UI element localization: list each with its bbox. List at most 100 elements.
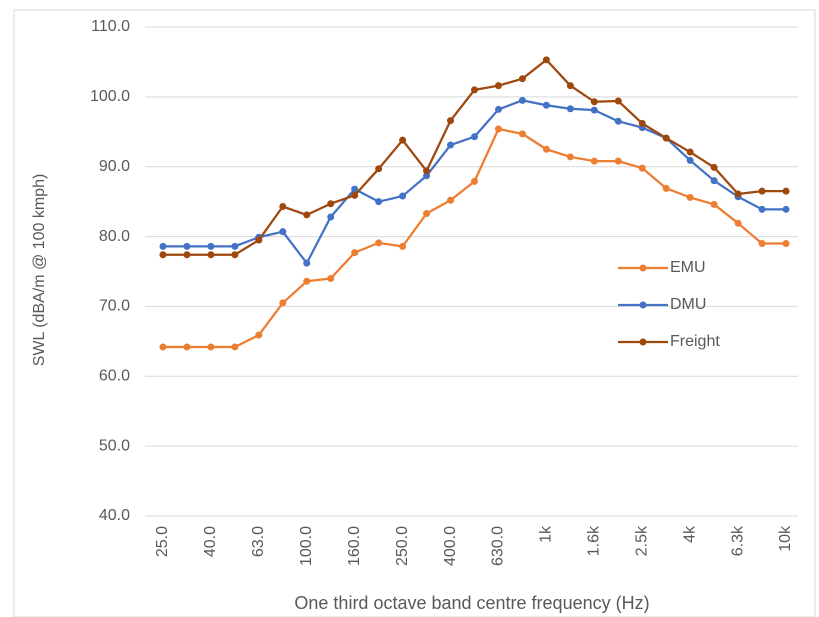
data-point — [447, 196, 455, 204]
data-point — [303, 211, 311, 219]
x-tick-label: 1k — [538, 525, 555, 543]
data-point — [542, 101, 550, 109]
data-point — [183, 343, 191, 351]
x-tick-label: 10k — [777, 525, 794, 552]
data-point — [255, 236, 263, 244]
x-tick-label: 40.0 — [202, 526, 219, 557]
data-point — [614, 157, 622, 165]
data-point — [494, 125, 502, 133]
data-point — [518, 75, 526, 83]
x-tick-label: 25.0 — [154, 526, 171, 557]
data-point — [566, 82, 574, 90]
data-point — [279, 203, 287, 211]
data-point — [231, 343, 239, 351]
y-tick-label: 100.0 — [90, 88, 130, 105]
data-point — [327, 200, 335, 208]
data-point — [159, 251, 167, 259]
data-point — [375, 165, 383, 173]
legend-label: EMU — [670, 259, 706, 276]
data-point — [279, 228, 287, 236]
y-tick-label: 110.0 — [91, 18, 130, 35]
data-point — [447, 141, 455, 149]
data-point — [159, 343, 167, 351]
data-point — [207, 251, 215, 259]
data-point — [231, 251, 239, 259]
data-point — [662, 134, 670, 142]
data-point — [518, 96, 526, 104]
y-tick-label: 70.0 — [99, 298, 130, 315]
data-point — [638, 164, 646, 172]
x-tick-label: 400.0 — [442, 526, 459, 566]
data-point — [207, 343, 215, 351]
data-point — [590, 106, 598, 114]
data-point — [686, 156, 694, 164]
data-point — [494, 105, 502, 113]
data-point — [590, 157, 598, 165]
data-point — [566, 105, 574, 113]
data-point — [423, 210, 431, 218]
x-tick-label: 160.0 — [346, 526, 363, 566]
data-point — [351, 185, 359, 193]
data-point — [183, 242, 191, 250]
data-point — [518, 130, 526, 138]
data-point — [710, 163, 718, 171]
x-tick-label: 100.0 — [298, 526, 315, 566]
x-tick-label: 2.5k — [633, 525, 650, 556]
data-point — [782, 240, 790, 248]
data-point — [758, 187, 766, 195]
chart-frame — [13, 9, 816, 617]
data-point — [471, 133, 478, 141]
data-point — [375, 239, 383, 247]
data-point — [542, 145, 550, 153]
data-point — [542, 56, 550, 64]
y-axis-title: SWL (dBA/m @ 100 kmph) — [31, 174, 48, 367]
data-point — [758, 205, 766, 213]
y-tick-label: 90.0 — [99, 158, 130, 175]
x-tick-label: 630.0 — [490, 526, 507, 566]
x-tick-label: 63.0 — [250, 526, 267, 557]
data-point — [686, 148, 694, 156]
data-point — [614, 97, 622, 105]
data-point — [494, 82, 502, 90]
data-point — [303, 259, 311, 267]
legend-label: Freight — [670, 333, 720, 350]
data-point — [782, 187, 790, 195]
data-point — [351, 249, 359, 257]
data-point — [159, 242, 167, 250]
legend-marker — [639, 264, 647, 272]
data-point — [327, 213, 335, 221]
x-tick-label: 1.6k — [586, 525, 603, 556]
x-tick-label: 250.0 — [394, 526, 411, 566]
data-point — [399, 136, 407, 144]
data-point — [686, 193, 694, 201]
data-point — [734, 219, 742, 227]
data-point — [303, 277, 311, 285]
x-tick-label: 6.3k — [729, 525, 746, 556]
data-point — [471, 177, 478, 185]
data-point — [590, 98, 598, 106]
data-point — [399, 192, 407, 200]
data-point — [231, 242, 239, 250]
data-point — [734, 190, 742, 198]
data-point — [758, 240, 766, 248]
data-point — [614, 117, 622, 125]
data-point — [375, 198, 383, 206]
data-point — [710, 177, 718, 185]
x-tick-label: 4k — [681, 525, 698, 543]
legend-marker — [639, 301, 647, 309]
data-point — [471, 86, 478, 94]
data-point — [399, 242, 407, 250]
y-tick-label: 40.0 — [99, 507, 130, 524]
data-point — [207, 242, 215, 250]
legend-label: DMU — [670, 296, 706, 313]
data-point — [327, 274, 335, 282]
data-point — [279, 299, 287, 307]
y-tick-label: 50.0 — [99, 437, 130, 454]
data-point — [566, 153, 574, 161]
data-point — [447, 117, 455, 125]
data-point — [183, 251, 191, 259]
y-tick-label: 80.0 — [99, 228, 130, 245]
data-point — [423, 167, 431, 175]
data-point — [638, 119, 646, 127]
